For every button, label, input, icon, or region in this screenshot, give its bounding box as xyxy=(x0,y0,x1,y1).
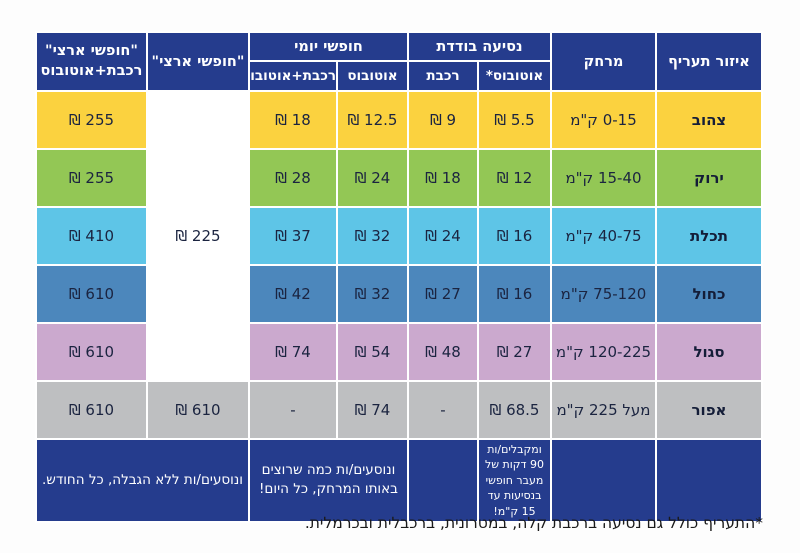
footer-single-train-empty-cell xyxy=(406,438,480,523)
table-body: צהוב 0-15 ק"מ 5.5 ₪ 9 ₪ 12.5 ₪ 18 ₪ 225 … xyxy=(34,90,763,440)
table-row-green: ירוק 15-40 ק"מ 12 ₪ 18 ₪ 24 ₪ 28 ₪ 255 ₪ xyxy=(34,148,763,208)
zone-name-cell: כחול xyxy=(655,264,763,324)
distance-cell: 15-40 ק"מ xyxy=(550,148,657,208)
daily-train-bus-fare-cell: 37 ₪ xyxy=(247,206,338,266)
monthly-train-bus-fare-cell: 610 ₪ xyxy=(34,322,148,382)
single-train-fare-cell: - xyxy=(406,380,480,440)
monthly-train-bus-fare-cell: 410 ₪ xyxy=(34,206,148,266)
header-monthly-train-bus-line2: רכבת+אוטובוס xyxy=(40,62,143,79)
monthly-train-bus-fare-cell: 610 ₪ xyxy=(34,264,148,324)
header-monthly-train-bus: "חופשי ארצי" רכבת+אוטובוס xyxy=(34,31,148,92)
single-bus-fare-cell: 5.5 ₪ xyxy=(477,90,552,150)
daily-bus-fare-cell: 74 ₪ xyxy=(335,380,409,440)
single-train-fare-cell: 24 ₪ xyxy=(406,206,480,266)
table-row-lightblue: תכלת 40-75 ק"מ 16 ₪ 24 ₪ 32 ₪ 37 ₪ 410 ₪ xyxy=(34,206,763,266)
table-footer: ומקבלים/ות 90 דקות של מעבר חופשי בנסיעות… xyxy=(34,438,763,523)
header-group-single-ride: נסיעה בודדת xyxy=(406,31,553,62)
header-distance: מרחק xyxy=(550,31,657,92)
table-row-yellow: צהוב 0-15 ק"מ 5.5 ₪ 9 ₪ 12.5 ₪ 18 ₪ 225 … xyxy=(34,90,763,382)
footer-distance-empty-cell xyxy=(550,438,657,523)
single-train-fare-cell: 18 ₪ xyxy=(406,148,480,208)
header-monthly-train-bus-line1: "חופשי ארצי" xyxy=(45,42,138,59)
single-train-fare-cell: 9 ₪ xyxy=(406,90,480,150)
daily-train-bus-fare-cell: 28 ₪ xyxy=(247,148,338,208)
distance-cell: 75-120 ק"מ xyxy=(550,264,657,324)
footer-single-bus-note: ומקבלים/ות 90 דקות של מעבר חופשי בנסיעות… xyxy=(477,438,552,523)
single-bus-fare-cell: 16 ₪ xyxy=(477,264,552,324)
single-bus-fare-cell: 68.5 ₪ xyxy=(477,380,552,440)
distance-cell: מעל 225 ק"מ xyxy=(550,380,657,440)
subheader-single-bus: אוטובוס* xyxy=(477,60,552,92)
footer-zone-empty-cell xyxy=(655,438,763,523)
header-monthly-pass: "חופשי ארצי" xyxy=(145,31,250,92)
zone-name-cell: תכלת xyxy=(655,206,763,266)
daily-bus-fare-cell: 24 ₪ xyxy=(335,148,409,208)
monthly-train-bus-fare-cell: 255 ₪ xyxy=(34,148,148,208)
daily-train-bus-fare-cell: 18 ₪ xyxy=(247,90,338,150)
single-train-fare-cell: 48 ₪ xyxy=(406,322,480,382)
footer-monthly-note: ונוסעים/ות ללא הגבלה, כל החודש. xyxy=(34,438,250,523)
daily-train-bus-fare-cell: 42 ₪ xyxy=(247,264,338,324)
zone-name-cell: ירוק xyxy=(655,148,763,208)
zone-name-cell: סגול xyxy=(655,322,763,382)
daily-bus-fare-cell: 32 ₪ xyxy=(335,264,409,324)
daily-bus-fare-cell: 54 ₪ xyxy=(335,322,409,382)
single-bus-fare-cell: 27 ₪ xyxy=(477,322,552,382)
daily-train-bus-fare-cell: 74 ₪ xyxy=(247,322,338,382)
single-bus-fare-cell: 16 ₪ xyxy=(477,206,552,266)
subheader-single-train: רכבת xyxy=(406,60,480,92)
table-row-gray: אפור מעל 225 ק"מ 68.5 ₪ - 74 ₪ - 610 ₪ 6… xyxy=(34,380,763,440)
fare-zones-table: איזור תעריף מרחק נסיעה בודדת חופשי יומי … xyxy=(34,31,763,523)
daily-bus-fare-cell: 32 ₪ xyxy=(335,206,409,266)
header-group-daily-pass: חופשי יומי xyxy=(247,31,409,62)
subheader-daily-bus: אוטובוס xyxy=(335,60,409,92)
monthly-train-bus-fare-cell: 610 ₪ xyxy=(34,380,148,440)
table-row-blue: כחול 75-120 ק"מ 16 ₪ 27 ₪ 32 ₪ 42 ₪ 610 … xyxy=(34,264,763,324)
footer-daily-note: ונוסעים/ות כמה שרוצים באותו המרחק, כל הי… xyxy=(247,438,409,523)
subheader-daily-train-bus: רכבת+אוטובוס xyxy=(247,60,338,92)
monthly-pass-fare-cell: 610 ₪ xyxy=(145,380,250,440)
table-row-purple: סגול 120-225 ק"מ 27 ₪ 48 ₪ 54 ₪ 74 ₪ 610… xyxy=(34,322,763,382)
single-train-fare-cell: 27 ₪ xyxy=(406,264,480,324)
daily-train-bus-fare-cell: - xyxy=(247,380,338,440)
zone-name-cell: צהוב xyxy=(655,90,763,150)
table-header: איזור תעריף מרחק נסיעה בודדת חופשי יומי … xyxy=(34,31,763,92)
monthly-pass-merged-cell: 225 ₪ xyxy=(145,90,250,382)
header-zone: איזור תעריף xyxy=(655,31,763,92)
single-bus-fare-cell: 12 ₪ xyxy=(477,148,552,208)
distance-cell: 0-15 ק"מ xyxy=(550,90,657,150)
distance-cell: 40-75 ק"מ xyxy=(550,206,657,266)
distance-cell: 120-225 ק"מ xyxy=(550,322,657,382)
tariff-footnote: *התעריף כולל גם נסיעה ברכבת קלה, במטרוני… xyxy=(304,514,763,532)
monthly-train-bus-fare-cell: 255 ₪ xyxy=(34,90,148,150)
zone-name-cell: אפור xyxy=(655,380,763,440)
daily-bus-fare-cell: 12.5 ₪ xyxy=(335,90,409,150)
